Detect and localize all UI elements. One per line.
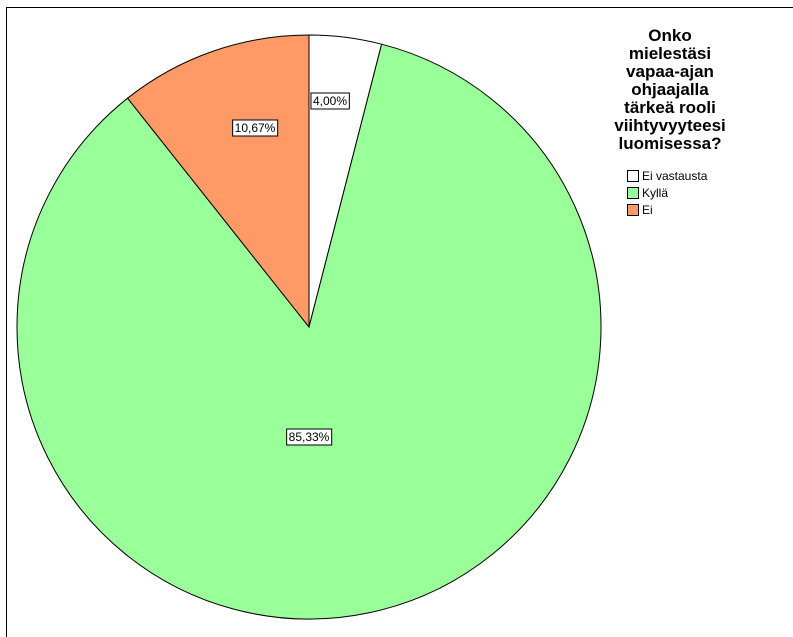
slice-label-box bbox=[232, 119, 279, 137]
legend-item-ei: Ei bbox=[627, 201, 707, 218]
legend-item-ei-vastausta: Ei vastausta bbox=[627, 167, 707, 184]
legend-label: Ei bbox=[642, 202, 653, 217]
chart-frame bbox=[6, 7, 793, 637]
legend-label: Ei vastausta bbox=[642, 168, 708, 183]
slice-percentage-label: 4,00% bbox=[313, 94, 347, 108]
slice-percentage-label: 85,33% bbox=[289, 430, 330, 444]
slice-percentage-label: 10,67% bbox=[235, 121, 276, 135]
legend-swatch bbox=[627, 169, 639, 182]
legend-item-kylla: Kyllä bbox=[627, 184, 707, 201]
pie-slice-ei bbox=[126, 34, 310, 329]
slice-label-box bbox=[286, 428, 333, 446]
slice-label-box bbox=[310, 92, 350, 110]
legend-swatch bbox=[627, 203, 639, 216]
legend-title: Onko mielestäsi vapaa-ajan ohjaajalla tä… bbox=[614, 26, 726, 153]
legend: Ei vastausta Kyllä Ei bbox=[627, 167, 707, 218]
pie-slice-kyllä bbox=[16, 43, 602, 620]
legend-swatch bbox=[627, 186, 639, 199]
legend-label: Kyllä bbox=[642, 185, 669, 200]
slice-labels: 4,00% 85,33% 10,67% bbox=[232, 92, 350, 446]
pie-slices bbox=[16, 34, 602, 620]
